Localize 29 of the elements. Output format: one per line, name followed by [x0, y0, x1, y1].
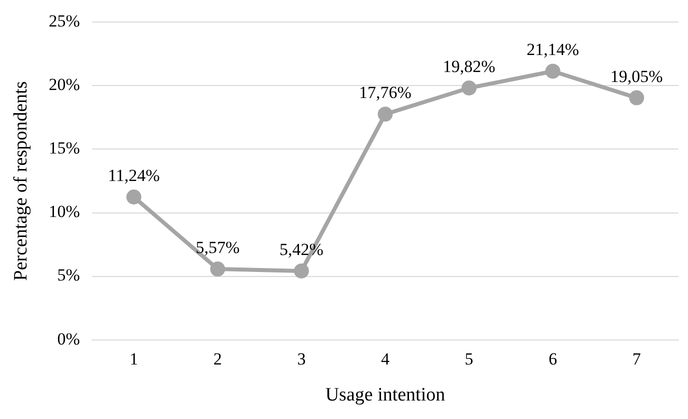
point: [629, 90, 644, 106]
y-tick-label: 20%: [48, 75, 80, 94]
point: [210, 262, 226, 277]
point: [378, 106, 393, 122]
x-tick-label: 1: [130, 349, 138, 368]
data-label: 11,24%: [108, 166, 160, 185]
y-tick-label: 15%: [48, 138, 80, 158]
y-tick-label: 25%: [48, 12, 80, 31]
data-label: 19,82%: [442, 56, 496, 76]
data-label: 5,42%: [279, 240, 324, 259]
y-tick-label: 10%: [48, 202, 80, 222]
x-tick-label: 6: [548, 349, 558, 368]
point: [545, 64, 560, 79]
x-tick-label: 3: [297, 349, 306, 368]
x-tick-label: 2: [213, 349, 222, 368]
point: [462, 80, 477, 96]
data-label: 5,57%: [196, 238, 240, 258]
x-axis-title: Usage intention: [325, 384, 446, 406]
data-label: 21,14%: [526, 40, 580, 60]
y-tick-label: 0%: [57, 329, 80, 348]
y-tick-label: 5%: [57, 266, 80, 285]
y-axis-title: Percentage of respondents: [10, 81, 32, 281]
x-tick-label: 7: [632, 349, 642, 368]
data-label: 19,05%: [610, 66, 663, 86]
data-label: 17,76%: [359, 83, 412, 102]
x-tick-label: 4: [380, 349, 390, 368]
point: [294, 263, 309, 278]
x-tick-label: 5: [464, 349, 474, 368]
point: [126, 190, 142, 205]
